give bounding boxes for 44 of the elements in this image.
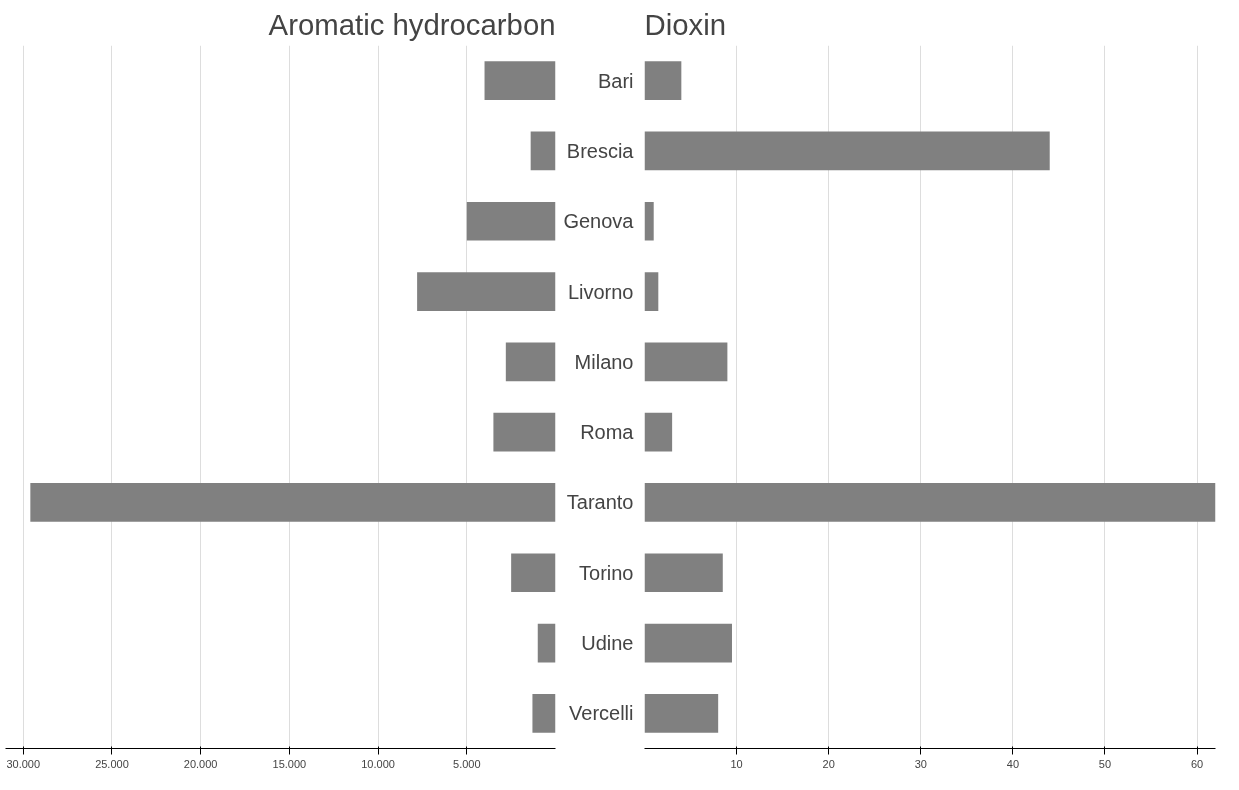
- bar: [537, 623, 556, 663]
- bar: [644, 131, 1050, 171]
- x-tick-label: 15.000: [272, 757, 307, 770]
- x-tick-label: 30: [914, 757, 927, 770]
- bar: [644, 272, 659, 311]
- bar: [530, 131, 556, 171]
- bar: [644, 412, 673, 452]
- bar: [644, 694, 719, 733]
- x-tick-label: 50: [1098, 757, 1112, 770]
- bar: [644, 553, 723, 593]
- bar: [644, 201, 654, 241]
- bar: [644, 61, 682, 100]
- y-tick-label: Livorno: [567, 280, 634, 303]
- chart-title: Dioxin: [644, 7, 726, 41]
- y-tick-label: Roma: [580, 421, 635, 444]
- y-tick-label: Torino: [579, 561, 634, 584]
- x-tick-label: 20.000: [183, 757, 218, 770]
- y-tick-label: Genova: [563, 210, 635, 233]
- x-tick-label: 5.000: [453, 757, 481, 770]
- x-tick-label: 60: [1190, 757, 1204, 770]
- bar: [532, 694, 556, 733]
- x-tick-label: 10.000: [361, 757, 395, 770]
- chart-title: Aromatic hydrocarbon: [268, 7, 556, 41]
- bar: [505, 342, 556, 382]
- y-tick-label: Vercelli: [569, 702, 634, 725]
- y-tick-label: Milano: [574, 350, 634, 373]
- y-tick-label: Bari: [597, 69, 634, 92]
- bar: [466, 201, 556, 241]
- bar: [644, 342, 728, 382]
- x-tick-label: 30.000: [6, 757, 41, 770]
- y-tick-label: Brescia: [566, 139, 635, 162]
- bar: [644, 623, 732, 663]
- x-tick-label: 20: [822, 757, 835, 770]
- bar: [511, 553, 556, 593]
- bar: [30, 483, 556, 522]
- x-tick-label: 25.000: [95, 757, 129, 770]
- y-tick-label: Taranto: [566, 491, 634, 514]
- bar: [644, 483, 1216, 522]
- x-tick-label: 10: [730, 757, 743, 770]
- x-tick-label: 40: [1006, 757, 1020, 770]
- bar: [417, 272, 556, 311]
- y-tick-label: Udine: [581, 632, 634, 655]
- bar: [493, 412, 556, 452]
- bar: [484, 61, 556, 100]
